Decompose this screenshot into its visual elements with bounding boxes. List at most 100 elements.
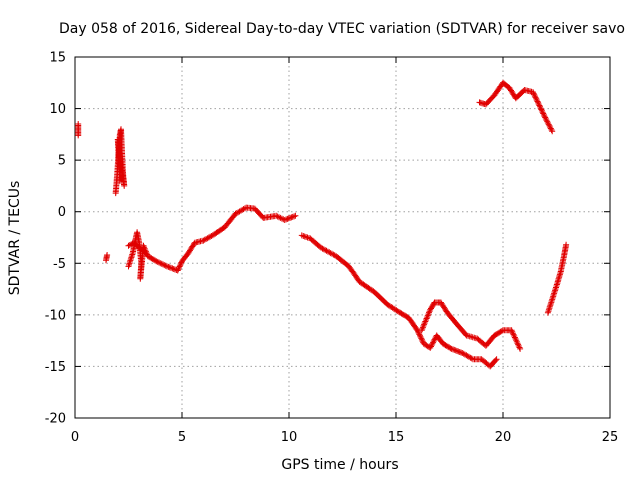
data-point: [537, 105, 544, 112]
y-tick-label: 0: [58, 205, 66, 220]
data-point: [158, 260, 165, 267]
data-point: [431, 336, 438, 343]
data-point: [536, 102, 543, 109]
data-point: [75, 132, 82, 139]
data-point: [116, 177, 123, 184]
data-point: [509, 330, 516, 337]
data-point: [530, 89, 536, 96]
data-point: [141, 249, 148, 256]
data-point: [452, 347, 459, 354]
data-point: [515, 341, 522, 348]
data-point: [533, 97, 540, 104]
data-point: [276, 214, 282, 221]
data-point: [514, 340, 521, 347]
data-point: [177, 260, 184, 267]
data-point: [547, 124, 554, 131]
data-point: [535, 101, 542, 108]
axis-ticks: 0 5 10 15 20 25 -20 -15 -10 -5 0 5 10 15: [45, 51, 619, 446]
data-point: [563, 241, 570, 248]
data-point: [532, 94, 539, 101]
data-point: [512, 335, 519, 342]
y-tick-label: -20: [45, 412, 66, 427]
data-point: [426, 309, 432, 316]
data-point: [418, 336, 425, 343]
data-point: [415, 330, 422, 336]
data-point: [540, 110, 547, 117]
data-point: [175, 266, 182, 273]
data-point: [278, 215, 285, 222]
data-point: [516, 344, 523, 351]
data-point: [104, 252, 111, 258]
data-point: [161, 262, 168, 269]
data-point: [545, 121, 552, 128]
y-tick-label: -5: [53, 257, 66, 272]
data-point: [415, 328, 421, 335]
data-point: [418, 335, 425, 342]
x-tick-label: 25: [602, 430, 619, 445]
data-point: [547, 125, 554, 132]
data-point: [530, 90, 537, 97]
data-point: [428, 343, 434, 350]
data-point: [468, 355, 475, 362]
data-point: [541, 113, 548, 120]
data-point: [447, 345, 454, 352]
y-tick-label: 15: [49, 51, 66, 66]
data-point: [540, 111, 547, 118]
x-tick-label: 10: [281, 430, 298, 445]
data-point: [429, 340, 436, 347]
data-point: [549, 128, 556, 135]
y-tick-label: 5: [58, 154, 66, 169]
data-point: [291, 213, 298, 220]
plot-frame: [74, 56, 611, 419]
data-point: [509, 328, 516, 335]
data-point: [274, 213, 281, 220]
x-tick-label: 0: [71, 430, 79, 445]
data-point: [542, 114, 549, 121]
x-tick-label: 20: [495, 430, 512, 445]
data-point: [538, 106, 545, 113]
data-point: [430, 339, 437, 346]
data-point: [423, 315, 430, 322]
data-point: [493, 356, 500, 363]
y-axis-label: SDTVAR / TECUs: [7, 181, 23, 296]
chart-title: Day 058 of 2016, Sidereal Day-to-day VTE…: [59, 21, 625, 37]
data-point: [140, 242, 147, 249]
grid: [75, 57, 610, 418]
data-point: [492, 357, 499, 364]
data-point: [511, 334, 518, 341]
data-point: [531, 93, 538, 100]
x-axis-label: GPS time / hours: [281, 457, 398, 473]
data-point: [531, 91, 538, 98]
x-tick-label: 15: [388, 430, 405, 445]
data-marks: [75, 79, 570, 370]
data-point: [421, 321, 428, 328]
y-tick-label: -10: [45, 308, 66, 323]
data-point: [177, 262, 184, 269]
data-point: [428, 342, 435, 349]
data-point: [292, 212, 299, 219]
data-point: [169, 265, 176, 272]
data-point: [513, 338, 520, 345]
data-point: [538, 107, 545, 114]
data-point: [548, 126, 555, 133]
data-point: [162, 262, 169, 269]
data-point: [281, 217, 288, 223]
y-tick-label: -15: [45, 360, 66, 375]
data-point: [176, 263, 183, 270]
data-point: [152, 257, 159, 264]
data-point: [156, 259, 162, 266]
data-point: [419, 338, 426, 345]
data-point: [153, 258, 160, 265]
data-point: [517, 345, 524, 352]
data-point: [175, 264, 182, 271]
data-point: [539, 109, 546, 116]
data-point: [142, 250, 149, 256]
data-point: [417, 334, 424, 340]
data-point: [157, 260, 164, 267]
data-point: [510, 331, 517, 338]
data-point: [417, 332, 423, 339]
data-point: [273, 212, 280, 219]
data-point: [546, 122, 553, 129]
data-point: [174, 267, 181, 274]
